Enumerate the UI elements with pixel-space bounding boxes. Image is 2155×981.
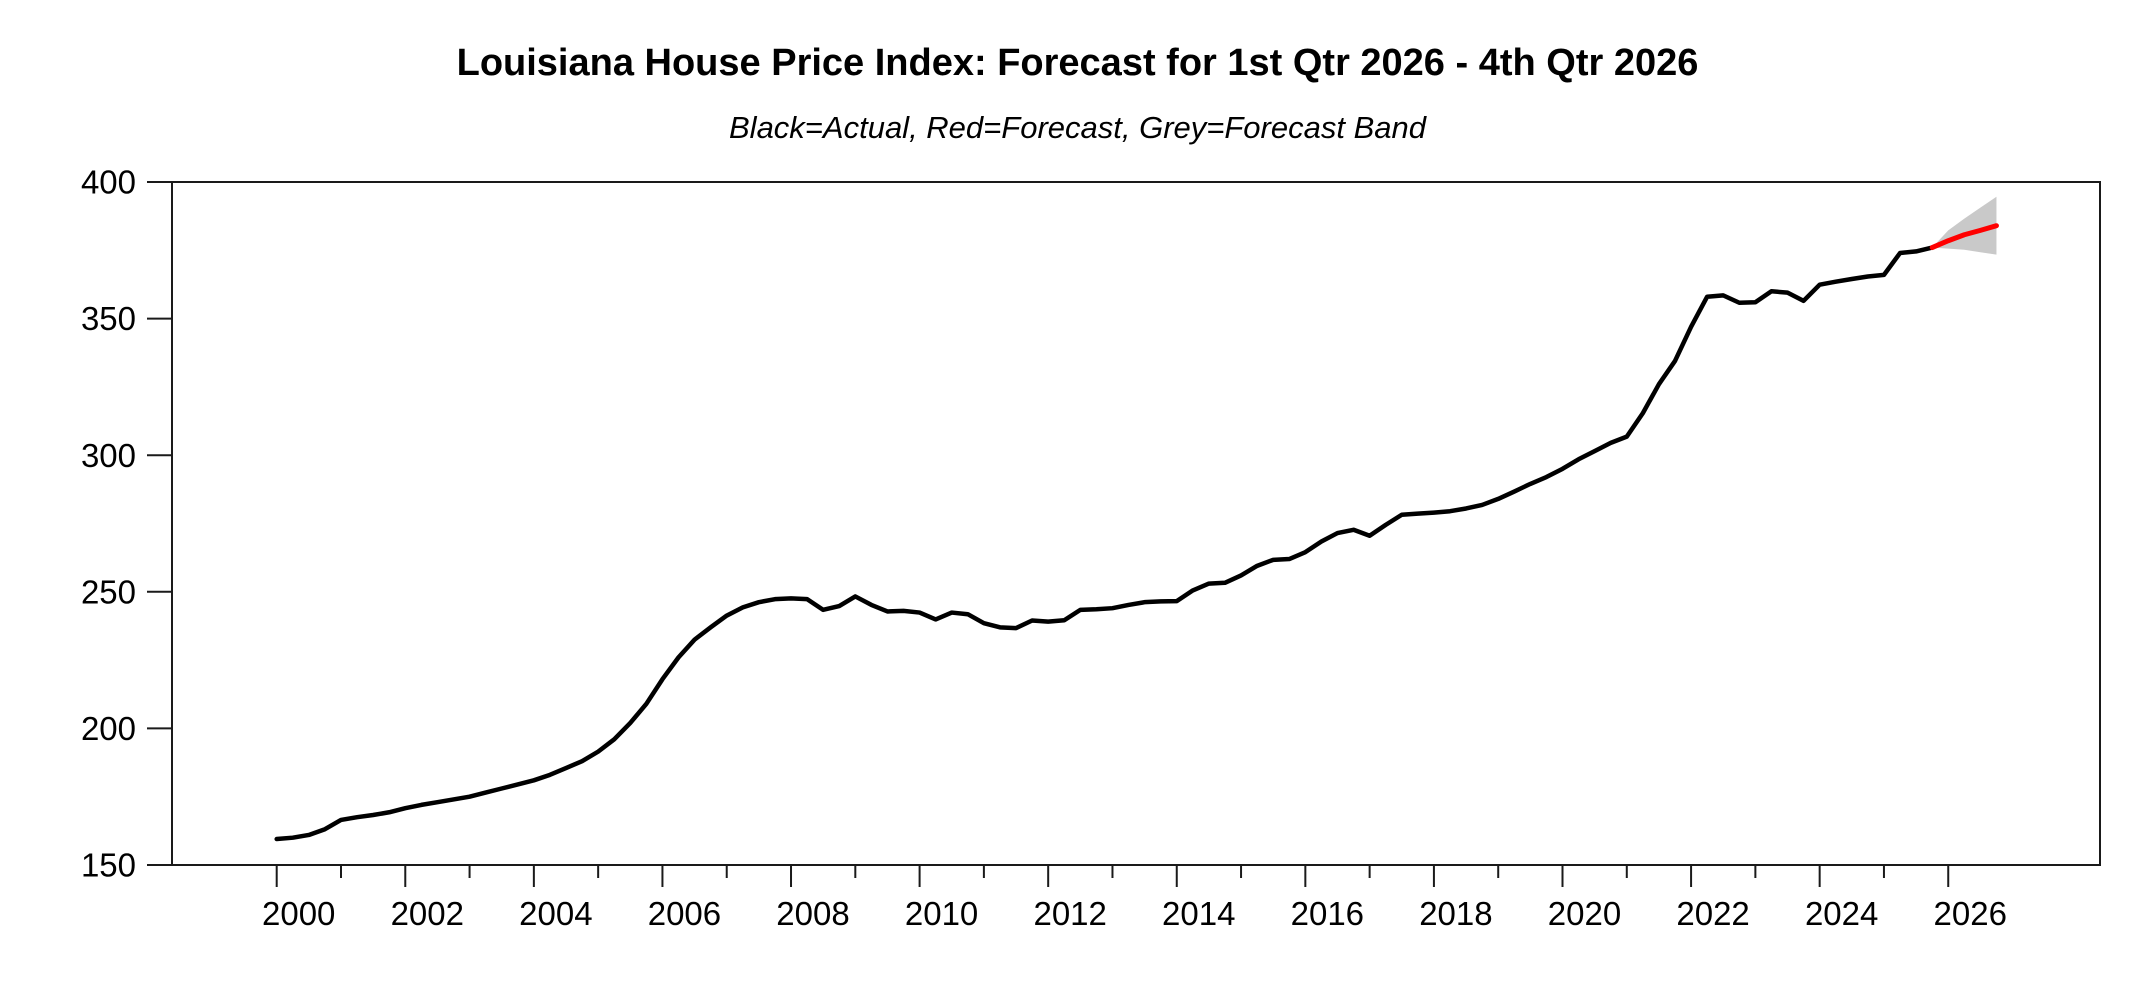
chart-title: Louisiana House Price Index: Forecast fo… [456, 42, 1699, 84]
x-tick-label: 2004 [519, 895, 592, 932]
y-tick-label: 350 [81, 300, 136, 337]
x-tick-label: 2022 [1676, 895, 1749, 932]
x-tick-label: 2002 [391, 895, 464, 932]
x-tick-label: 2000 [262, 895, 335, 932]
x-tick-label: 2026 [1934, 895, 2007, 932]
x-tick-label: 2010 [905, 895, 978, 932]
x-tick-label: 2012 [1033, 895, 1106, 932]
x-tick-label: 2014 [1162, 895, 1235, 932]
x-tick-label: 2008 [776, 895, 849, 932]
y-tick-label: 150 [81, 847, 136, 884]
x-tick-label: 2020 [1548, 895, 1621, 932]
y-tick-label: 300 [81, 437, 136, 474]
x-tick-label: 2006 [648, 895, 721, 932]
x-tick-label: 2024 [1805, 895, 1878, 932]
y-tick-label: 400 [81, 164, 136, 201]
forecast-line [1929, 223, 1999, 251]
plot-frame [171, 181, 2101, 866]
x-tick-label: 2016 [1291, 895, 1364, 932]
y-tick-label: 250 [81, 573, 136, 610]
chart-subtitle: Black=Actual, Red=Forecast, Grey=Forecas… [729, 110, 1426, 145]
x-tick-label: 2018 [1419, 895, 1492, 932]
y-tick-label: 200 [81, 710, 136, 747]
actual-line [274, 245, 1935, 842]
